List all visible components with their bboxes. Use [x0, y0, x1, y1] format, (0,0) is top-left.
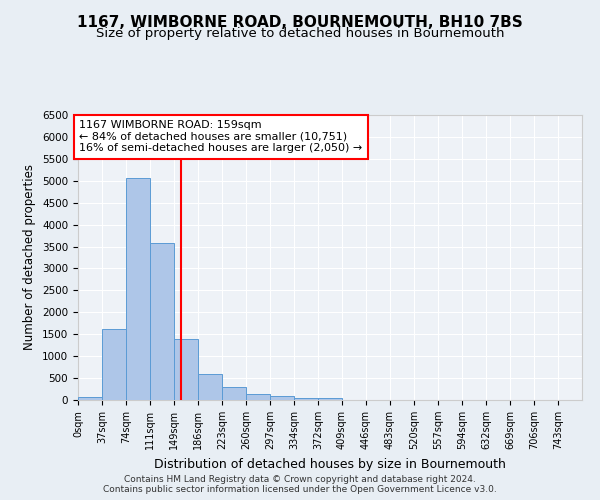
Bar: [270, 396, 294, 400]
Y-axis label: Number of detached properties: Number of detached properties: [23, 164, 37, 350]
Bar: [126, 178, 150, 400]
Text: Size of property relative to detached houses in Bournemouth: Size of property relative to detached ho…: [96, 28, 504, 40]
Bar: [222, 388, 246, 400]
Text: 1167, WIMBORNE ROAD, BOURNEMOUTH, BH10 7BS: 1167, WIMBORNE ROAD, BOURNEMOUTH, BH10 7…: [77, 15, 523, 30]
Bar: [246, 394, 270, 400]
Text: 1167 WIMBORNE ROAD: 159sqm
← 84% of detached houses are smaller (10,751)
16% of : 1167 WIMBORNE ROAD: 159sqm ← 84% of deta…: [79, 120, 362, 154]
Text: Contains public sector information licensed under the Open Government Licence v3: Contains public sector information licen…: [103, 485, 497, 494]
Bar: [318, 398, 342, 400]
Bar: [102, 329, 126, 400]
Bar: [198, 374, 222, 400]
Bar: [78, 396, 102, 400]
Bar: [174, 339, 198, 400]
X-axis label: Distribution of detached houses by size in Bournemouth: Distribution of detached houses by size …: [154, 458, 506, 470]
Bar: [294, 398, 318, 400]
Bar: [150, 243, 174, 400]
Text: Contains HM Land Registry data © Crown copyright and database right 2024.: Contains HM Land Registry data © Crown c…: [124, 475, 476, 484]
